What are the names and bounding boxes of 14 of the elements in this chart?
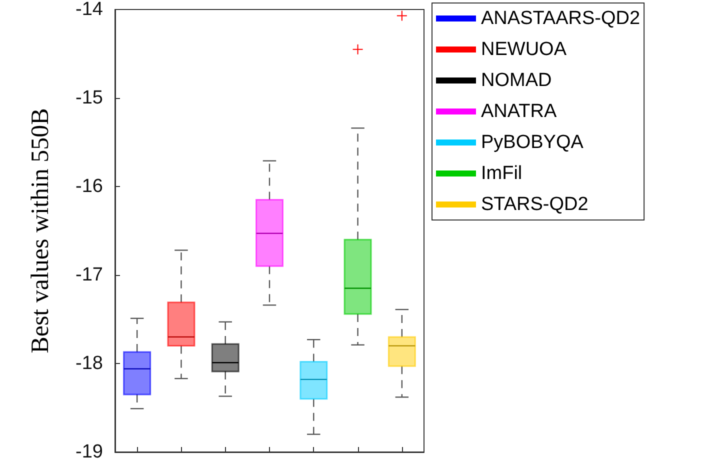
legend-label: STARS-QD2 (481, 194, 588, 215)
legend-label: NEWUOA (481, 39, 567, 60)
y-tick-label: -16 (76, 176, 103, 197)
legend-label: NOMAD (481, 70, 552, 91)
legend-label: ANASTAARS-QD2 (481, 8, 640, 29)
y-tick-label: -19 (76, 442, 103, 462)
legend-label: ANATRA (481, 101, 557, 122)
y-tick-label: -14 (76, 0, 104, 20)
y-tick-label: -18 (76, 353, 103, 374)
legend-label: PyBOBYQA (481, 132, 584, 153)
y-tick-label: -17 (76, 264, 103, 286)
y-tick-label: -15 (76, 88, 103, 108)
legend-label: ImFil (481, 163, 522, 184)
y-axis-title: Best values within 550B (27, 108, 54, 354)
